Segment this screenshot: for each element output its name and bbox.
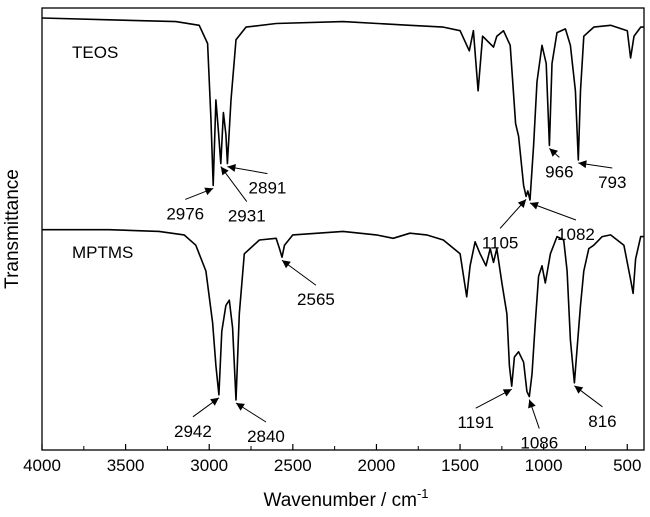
spectra-layer — [41, 17, 644, 401]
peak-label: 2942 — [174, 422, 212, 441]
x-axis-title-exponent: -1 — [417, 486, 429, 501]
peak-arrowhead — [282, 260, 291, 269]
spectrum-line-mptms — [42, 228, 644, 401]
peak-label: 2565 — [297, 290, 335, 309]
x-axis-title-text: Wavenumber / cm — [263, 490, 416, 511]
peak-label: 1105 — [482, 233, 519, 252]
peak-label: 1191 — [457, 413, 494, 432]
x-axis-title: Wavenumber / cm-1 — [263, 486, 428, 511]
x-tick-label: 4000 — [23, 456, 61, 475]
peak-label: 816 — [588, 412, 616, 431]
x-tick-label: 1500 — [441, 456, 479, 475]
x-tick-label: 2000 — [358, 456, 396, 475]
peak-arrowhead — [578, 160, 587, 169]
x-tick-label: 3000 — [190, 456, 228, 475]
peak-arrowhead — [528, 399, 536, 409]
peak-label: 793 — [598, 173, 626, 192]
peak-arrowhead — [502, 389, 512, 397]
peak-label: 966 — [545, 162, 573, 181]
peak-arrowhead — [549, 148, 558, 157]
peak-label: 1086 — [520, 434, 558, 453]
peak-arrowhead — [236, 403, 245, 411]
plot-frame — [41, 7, 645, 451]
spectrum-line-teos — [41, 17, 644, 201]
x-tick-label: 2500 — [274, 456, 312, 475]
peak-arrowhead — [517, 199, 527, 208]
peak-arrowhead — [530, 202, 539, 210]
peak-label: 1082 — [557, 225, 595, 244]
peak-pointer-line — [529, 202, 577, 221]
series-label-teos: TEOS — [72, 43, 118, 62]
x-tick-label: 3500 — [107, 456, 145, 475]
peak-arrowhead — [227, 164, 236, 172]
series-label-mptms: MPTMS — [72, 243, 133, 262]
x-tick-label: 1000 — [525, 456, 563, 475]
x-axis-ticks: 4000 3500 3000 2500 2000 1500 1000 500 — [23, 444, 641, 475]
y-axis-title: Transmittance — [2, 169, 23, 289]
peak-label: 2976 — [166, 204, 204, 223]
peak-annotations: 2976 2931 2891 1105 1082 966 793 2942 2840 2565 11… — [166, 148, 626, 453]
peak-arrowhead — [220, 166, 229, 176]
peak-arrowhead — [574, 385, 584, 394]
peak-arrowhead — [210, 397, 219, 406]
peak-label: 2891 — [249, 179, 287, 198]
peak-label: 2840 — [247, 427, 285, 446]
peak-label: 2931 — [228, 207, 266, 226]
peak-arrowhead — [204, 187, 214, 196]
x-tick-label: 500 — [613, 456, 641, 475]
